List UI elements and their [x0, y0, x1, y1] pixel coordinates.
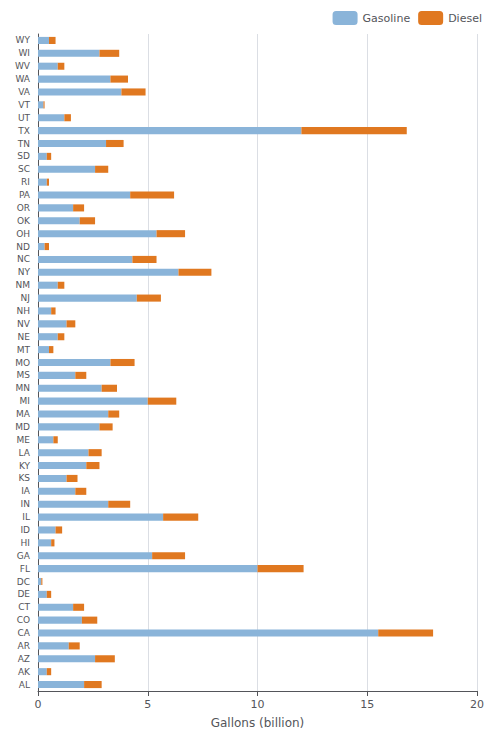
svg-text:TX: TX: [17, 126, 30, 136]
svg-text:VA: VA: [18, 87, 31, 97]
svg-text:CA: CA: [18, 628, 31, 638]
svg-text:IN: IN: [21, 499, 30, 509]
svg-text:DE: DE: [17, 589, 30, 599]
svg-text:AK: AK: [18, 667, 31, 677]
svg-text:SC: SC: [18, 164, 30, 174]
svg-text:WY: WY: [16, 35, 31, 45]
svg-text:WV: WV: [15, 61, 31, 71]
svg-text:IA: IA: [21, 486, 31, 496]
svg-text:IL: IL: [22, 512, 30, 522]
svg-text:10: 10: [251, 698, 265, 711]
svg-text:Gallons (billion): Gallons (billion): [211, 716, 305, 730]
svg-text:AL: AL: [19, 680, 30, 690]
svg-text:MO: MO: [15, 358, 30, 368]
svg-text:NH: NH: [17, 306, 31, 316]
svg-text:OR: OR: [17, 203, 30, 213]
svg-text:MA: MA: [16, 409, 31, 419]
svg-text:20: 20: [470, 698, 484, 711]
svg-text:Gasoline: Gasoline: [363, 12, 411, 25]
svg-text:CT: CT: [18, 602, 30, 612]
svg-text:MT: MT: [17, 345, 31, 355]
svg-text:WI: WI: [18, 48, 30, 58]
svg-text:OH: OH: [16, 229, 30, 239]
svg-text:NY: NY: [18, 267, 31, 277]
svg-text:TN: TN: [17, 139, 30, 149]
svg-text:NM: NM: [16, 280, 31, 290]
svg-text:GA: GA: [17, 551, 31, 561]
svg-text:Diesel: Diesel: [448, 12, 482, 25]
svg-text:UT: UT: [18, 113, 31, 123]
svg-text:OK: OK: [17, 216, 31, 226]
svg-text:15: 15: [360, 698, 374, 711]
svg-text:MD: MD: [15, 422, 30, 432]
svg-text:KY: KY: [19, 461, 31, 471]
svg-text:HI: HI: [21, 538, 30, 548]
svg-text:VT: VT: [18, 100, 30, 110]
svg-text:AZ: AZ: [18, 654, 30, 664]
svg-text:NC: NC: [17, 254, 30, 264]
svg-text:NJ: NJ: [21, 293, 30, 303]
svg-text:KS: KS: [18, 473, 30, 483]
svg-text:MN: MN: [16, 383, 31, 393]
svg-text:NE: NE: [18, 332, 31, 342]
svg-text:ME: ME: [17, 435, 31, 445]
svg-text:MI: MI: [20, 396, 30, 406]
svg-text:FL: FL: [20, 564, 30, 574]
svg-text:WA: WA: [15, 74, 30, 84]
svg-text:0: 0: [35, 698, 42, 711]
svg-text:ID: ID: [20, 525, 30, 535]
svg-text:DC: DC: [17, 577, 30, 587]
svg-text:SD: SD: [17, 151, 30, 161]
svg-text:LA: LA: [19, 448, 31, 458]
svg-text:MS: MS: [17, 370, 31, 380]
svg-text:RI: RI: [21, 177, 30, 187]
svg-text:AR: AR: [18, 641, 30, 651]
svg-text:CO: CO: [17, 615, 30, 625]
svg-text:5: 5: [144, 698, 151, 711]
svg-text:NV: NV: [17, 319, 31, 329]
svg-text:ND: ND: [16, 242, 30, 252]
svg-text:PA: PA: [19, 190, 31, 200]
